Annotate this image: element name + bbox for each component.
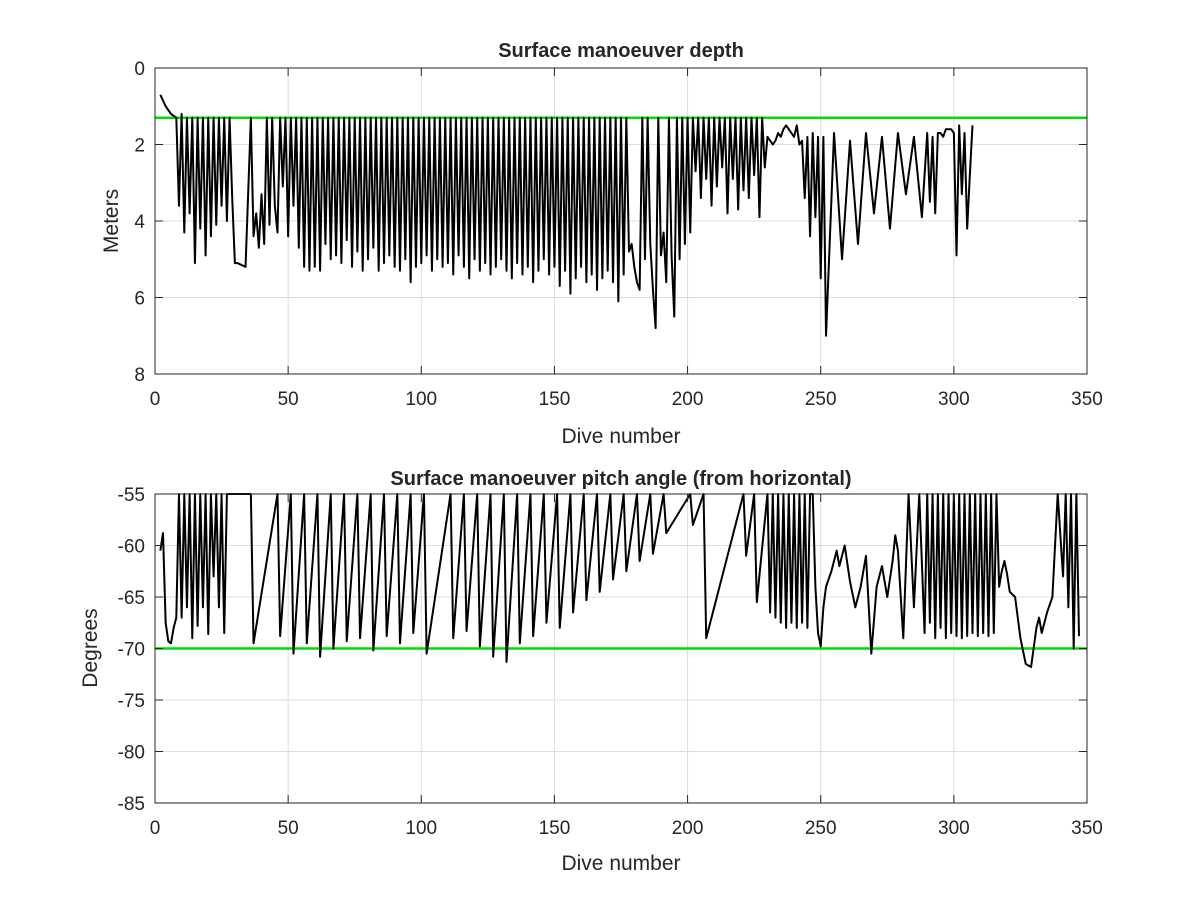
pitch-x-tick-label: 200 [672, 818, 704, 839]
depth-x-tick-label: 100 [405, 389, 437, 410]
pitch-x-tick-label: 50 [278, 818, 299, 839]
pitch-y-tick-label: -70 [118, 640, 145, 661]
depth-x-tick-label: 50 [278, 389, 299, 410]
depth-x-tick-label: 350 [1071, 389, 1103, 410]
pitch-y-tick-label: -75 [118, 691, 145, 712]
pitch-y-axis-label: Degrees [79, 608, 102, 687]
pitch-x-axis-label: Dive number [561, 852, 680, 875]
pitch-chart-title: Surface manoeuver pitch angle (from hori… [390, 468, 851, 490]
pitch-x-tick-label: 350 [1071, 818, 1103, 839]
depth-x-tick-label: 250 [805, 389, 837, 410]
depth-chart-title: Surface manoeuver depth [498, 40, 744, 62]
pitch-x-tick-label: 250 [805, 818, 837, 839]
depth-series [159, 94, 974, 337]
pitch-y-tick-label: -55 [118, 485, 145, 506]
depth-x-tick-label: 200 [672, 389, 704, 410]
depth-data-line [159, 94, 974, 337]
depth-y-axis-label: Meters [100, 189, 123, 253]
pitch-x-tick-label: 0 [150, 818, 161, 839]
depth-x-axis-label: Dive number [561, 425, 680, 448]
depth-x-tick-label: 300 [938, 389, 970, 410]
pitch-y-tick-label: -85 [118, 794, 145, 815]
pitch-axes: 0 50 100 150 200 250 300 350 -55 -60 -65 -70 -75 -80… [79, 468, 1103, 875]
pitch-x-tick-label: 150 [539, 818, 571, 839]
pitch-y-tick-label: -80 [118, 743, 145, 764]
pitch-x-tick-label: 100 [405, 818, 437, 839]
pitch-y-tick-label: -65 [118, 588, 145, 609]
depth-y-tick-label: 4 [134, 212, 145, 233]
depth-y-tick-label: 2 [134, 136, 145, 157]
pitch-y-tick-labels: -55 -60 -65 -70 -75 -80 -85 [118, 485, 145, 815]
depth-y-tick-label: 6 [134, 289, 145, 310]
depth-x-tick-label: 0 [150, 389, 161, 410]
depth-y-tick-label: 8 [134, 365, 145, 386]
pitch-y-tick-label: -60 [118, 537, 145, 558]
depth-axes: 0 50 100 150 200 250 300 350 0 2 4 6 8 Surface mano… [100, 40, 1103, 448]
depth-x-tick-label: 150 [539, 389, 571, 410]
depth-y-tick-label: 0 [134, 59, 145, 80]
pitch-ticks [154, 493, 1088, 804]
depth-ticks [154, 67, 1088, 375]
depth-y-tick-labels: 0 2 4 6 8 [134, 59, 145, 386]
pitch-x-tick-label: 300 [938, 818, 970, 839]
pitch-x-tick-labels: 0 50 100 150 200 250 300 350 [150, 818, 1103, 839]
depth-x-tick-labels: 0 50 100 150 200 250 300 350 [150, 389, 1103, 410]
